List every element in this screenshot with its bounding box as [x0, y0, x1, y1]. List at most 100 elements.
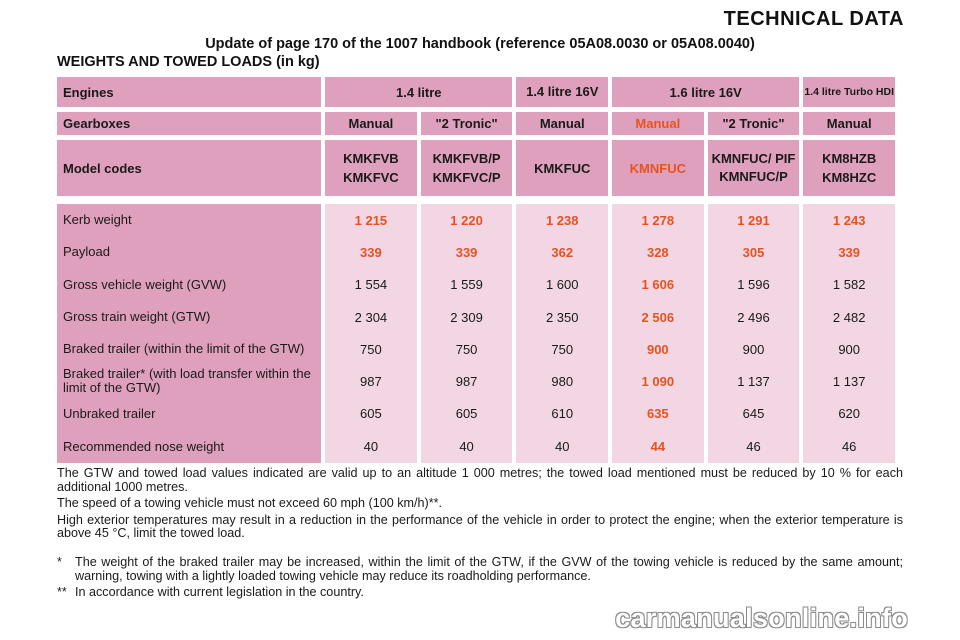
model-codes-label: Model codes	[57, 140, 322, 196]
row-value: 1 238	[516, 204, 609, 236]
row-value: 645	[707, 397, 800, 430]
note-paragraph: The speed of a towing vehicle must not e…	[57, 496, 443, 510]
row-value: 987	[420, 365, 513, 397]
footnote-text: The weight of the braked trailer may be …	[75, 555, 903, 583]
row-label: Gross train weight (GTW)	[57, 301, 322, 333]
footnote: * The weight of the braked trailer may b…	[57, 555, 903, 583]
model-code-cell: KMKFUC	[516, 140, 609, 196]
row-value: 1 090	[612, 365, 704, 397]
row-value: 1 554	[325, 268, 417, 301]
gearbox-cell: "2 Tronic"	[420, 112, 513, 135]
model-code: KM8HZC	[822, 170, 877, 185]
gearbox-cell: Manual	[612, 112, 704, 135]
model-code: KMKFVB/P	[432, 151, 501, 166]
row-value: 2 304	[325, 301, 417, 333]
row-value: 2 350	[516, 301, 609, 333]
gearbox-cell: Manual	[803, 112, 895, 135]
table-row: Braked trailer* (with load transfer with…	[57, 365, 895, 397]
row-value: 1 582	[803, 268, 895, 301]
model-codes-row: Model codes KMKFVB KMKFVC KMKFVB/P KMKFV…	[57, 140, 895, 196]
table-row: Gross vehicle weight (GVW) 1 554 1 559 1 60…	[57, 268, 895, 301]
note-paragraph: The GTW and towed load values indicated …	[57, 466, 903, 494]
model-code: KMKFVC/P	[432, 170, 501, 185]
table-row: Gross train weight (GTW) 2 304 2 309 2 350 2…	[57, 301, 895, 333]
model-code-cell: KMNFUC	[612, 140, 704, 196]
row-value: 1 596	[707, 268, 800, 301]
footnote-text: In accordance with current legislation i…	[75, 585, 364, 599]
engine-cell: 1.6 litre 16V	[612, 77, 800, 107]
note-paragraph: High exterior temperatures may result in…	[57, 512, 903, 540]
gearboxes-label: Gearboxes	[57, 112, 322, 135]
row-value: 44	[612, 430, 704, 463]
row-value: 1 137	[707, 365, 800, 397]
row-value: 750	[420, 333, 513, 365]
row-value: 1 220	[420, 204, 513, 236]
model-code: KMKFVB	[343, 151, 399, 166]
row-gap	[57, 196, 895, 204]
row-value: 635	[612, 397, 704, 430]
footnotes: * The weight of the braked trailer may b…	[57, 555, 903, 603]
gearbox-cell: Manual	[516, 112, 609, 135]
row-value: 362	[516, 236, 609, 268]
row-value: 1 600	[516, 268, 609, 301]
row-value: 987	[325, 365, 417, 397]
row-label: Unbraked trailer	[57, 397, 322, 430]
row-value: 2 482	[803, 301, 895, 333]
row-value: 1 215	[325, 204, 417, 236]
footnote: ** In accordance with current legislatio…	[57, 585, 903, 600]
engines-row: Engines 1.4 litre 1.4 litre 16V 1.6 litr…	[57, 77, 895, 107]
row-value: 605	[325, 397, 417, 430]
row-value: 40	[516, 430, 609, 463]
table-row: Recommended nose weight 40 40 40 44 46 46	[57, 430, 895, 463]
row-label: Gross vehicle weight (GVW)	[57, 268, 322, 301]
footnote-marker: **	[57, 585, 67, 599]
row-value: 900	[803, 333, 895, 365]
model-code: KMKFVC	[343, 170, 399, 185]
row-value: 900	[707, 333, 800, 365]
row-value: 339	[325, 236, 417, 268]
notes: The GTW and towed load values indicated …	[57, 466, 903, 544]
model-code-cell: KMKFVB KMKFVC	[325, 140, 417, 196]
table-row: Unbraked trailer 605 605 610 635 645 620	[57, 397, 895, 430]
row-label: Braked trailer* (with load transfer with…	[57, 365, 322, 397]
model-code: KMNFUC/P	[719, 169, 788, 184]
row-value: 980	[516, 365, 609, 397]
row-value: 46	[803, 430, 895, 463]
table-body: Kerb weight 1 215 1 220 1 238 1 278 1 291 1 24…	[57, 204, 895, 463]
footnote-marker: *	[57, 555, 62, 569]
row-value: 1 137	[803, 365, 895, 397]
row-value: 750	[516, 333, 609, 365]
engine-cell: 1.4 litre	[325, 77, 513, 107]
row-value: 2 506	[612, 301, 704, 333]
row-value: 328	[612, 236, 704, 268]
engines-label: Engines	[57, 77, 322, 107]
model-code-cell: KMKFVB/P KMKFVC/P	[420, 140, 513, 196]
row-value: 1 243	[803, 204, 895, 236]
row-value: 605	[420, 397, 513, 430]
watermark: carmanualsonline.info	[615, 603, 908, 633]
row-value: 339	[420, 236, 513, 268]
model-code-cell: KMNFUC/ PIF KMNFUC/P	[707, 140, 800, 196]
model-code: KMNFUC/ PIF	[711, 151, 796, 166]
weights-table: Engines 1.4 litre 1.4 litre 16V 1.6 litr…	[53, 77, 899, 463]
table-row: Braked trailer (within the limit of the …	[57, 333, 895, 365]
engine-cell: 1.4 litre 16V	[516, 77, 609, 107]
gearbox-cell: "2 Tronic"	[707, 112, 800, 135]
page-subtitle: Update of page 170 of the 1007 handbook …	[205, 36, 755, 52]
table-row: Kerb weight 1 215 1 220 1 238 1 278 1 291 1 24…	[57, 204, 895, 236]
row-value: 1 559	[420, 268, 513, 301]
row-value: 610	[516, 397, 609, 430]
page-title: TECHNICAL DATA	[723, 8, 904, 30]
row-value: 1 606	[612, 268, 704, 301]
row-label: Braked trailer (within the limit of the …	[57, 333, 322, 365]
row-value: 2 309	[420, 301, 513, 333]
engine-cell: 1.4 litre Turbo HDI	[803, 77, 895, 107]
row-value: 1 278	[612, 204, 704, 236]
row-value: 46	[707, 430, 800, 463]
table-row: Payload 339 339 362 328 305 339	[57, 236, 895, 268]
row-value: 750	[325, 333, 417, 365]
model-code: KMNFUC	[629, 160, 686, 176]
row-label: Payload	[57, 236, 322, 268]
model-code-cell: KM8HZB KM8HZC	[803, 140, 895, 196]
row-value: 1 291	[707, 204, 800, 236]
